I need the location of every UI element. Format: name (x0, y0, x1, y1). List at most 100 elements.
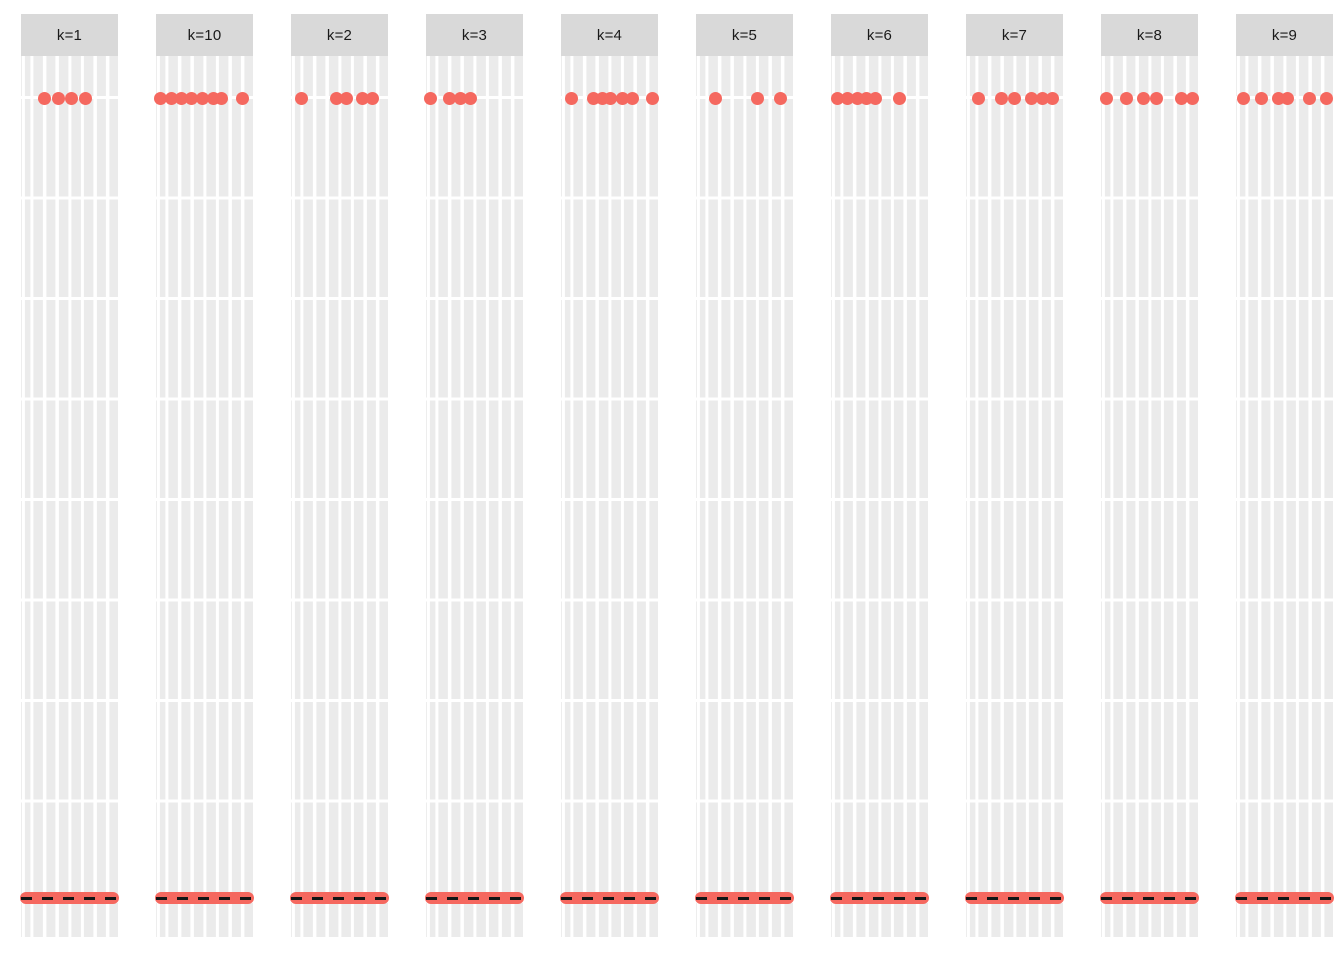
data-point (1025, 92, 1039, 105)
interval-band (290, 892, 389, 904)
facet-strip: k=8 (1101, 14, 1198, 56)
facet-strip: k=4 (561, 14, 658, 56)
facet-strip: k=7 (966, 14, 1063, 56)
facet-strip: k=2 (291, 14, 388, 56)
data-point (1007, 92, 1021, 105)
interval-band (155, 892, 254, 904)
true-value-dashed-line (291, 896, 388, 900)
data-point (185, 92, 199, 105)
facet-strip: k=5 (696, 14, 793, 56)
facet-strip-label: k=4 (596, 26, 623, 44)
data-point (65, 92, 79, 105)
facet-panel: k=5 (695, 14, 794, 937)
data-point (565, 92, 579, 105)
data-point (1100, 92, 1114, 105)
facet-strip-label: k=8 (1136, 26, 1163, 44)
facet-panel: k=6 (830, 14, 929, 937)
data-point (153, 92, 167, 105)
data-point (841, 92, 855, 105)
facet-panel: k=7 (965, 14, 1064, 937)
facet-panel: k=9 (1235, 14, 1334, 937)
panel-plot-area (1235, 56, 1334, 937)
data-point (235, 92, 249, 105)
facet-panel: k=10 (153, 14, 254, 937)
true-value-dashed-line (426, 896, 523, 900)
panel-plot-area (830, 56, 929, 937)
data-point (366, 92, 380, 105)
true-value-dashed-line (561, 896, 658, 900)
facet-strip: k=6 (831, 14, 928, 56)
true-value-dashed-line (831, 896, 928, 900)
data-point (995, 92, 1009, 105)
data-point (893, 92, 907, 105)
true-value-dashed-line (1236, 896, 1333, 900)
facet-strip: k=9 (1236, 14, 1333, 56)
data-point (164, 92, 178, 105)
data-point (625, 92, 639, 105)
data-point (1150, 92, 1164, 105)
data-point (1302, 92, 1316, 105)
data-point (443, 92, 457, 105)
data-point (175, 92, 188, 105)
facet-strip-label: k=6 (866, 26, 893, 44)
panel-plot-area (1100, 56, 1199, 937)
facet-panel: k=4 (560, 14, 659, 937)
facet-panel: k=2 (290, 14, 389, 937)
facet-strip: k=1 (21, 14, 118, 56)
facet-strip: k=3 (426, 14, 523, 56)
true-value-dashed-line (156, 896, 253, 900)
interval-band (965, 892, 1064, 904)
data-point (1036, 92, 1050, 105)
interval-band (425, 892, 524, 904)
data-point (1185, 92, 1199, 105)
data-point (1046, 92, 1060, 105)
data-point (645, 92, 659, 105)
true-value-dashed-line (1101, 896, 1198, 900)
data-point (1120, 92, 1134, 105)
data-point (708, 92, 722, 105)
data-point (1254, 92, 1268, 105)
data-point (831, 92, 845, 105)
panel-plot-area (20, 56, 119, 937)
interval-band (20, 892, 119, 904)
true-value-dashed-line (21, 896, 118, 900)
data-point (453, 92, 467, 105)
data-point (1320, 92, 1334, 105)
data-point (295, 92, 309, 105)
panel-plot-area (965, 56, 1064, 937)
facet-strip-label: k=7 (1001, 26, 1028, 44)
facet-strip-label: k=10 (187, 26, 222, 44)
data-point (604, 92, 618, 105)
facet-strip-label: k=2 (326, 26, 353, 44)
facet-strip-label: k=3 (461, 26, 488, 44)
facet-strip-label: k=5 (731, 26, 758, 44)
data-point (356, 92, 370, 105)
interval-band (1100, 892, 1199, 904)
interval-band (1235, 892, 1334, 904)
facet-panel: k=1 (20, 14, 119, 937)
data-point (773, 92, 787, 105)
facet-strip-label: k=1 (56, 26, 83, 44)
data-point (1137, 92, 1151, 105)
data-point (751, 92, 765, 105)
panel-plot-area (153, 56, 254, 937)
interval-band (560, 892, 659, 904)
interval-band (830, 892, 929, 904)
data-point (972, 92, 986, 105)
facet-panel: k=8 (1100, 14, 1199, 937)
data-point (1271, 92, 1285, 105)
facet-strip: k=10 (156, 14, 253, 56)
data-point (215, 92, 229, 105)
interval-band (695, 892, 794, 904)
data-point (195, 92, 209, 105)
data-point (51, 92, 65, 105)
facet-strip-label: k=9 (1271, 26, 1298, 44)
data-point (1175, 92, 1189, 105)
data-point (1237, 92, 1251, 105)
data-point (615, 92, 629, 105)
true-value-dashed-line (696, 896, 793, 900)
panel-plot-area (560, 56, 659, 937)
data-point (1281, 92, 1295, 105)
panel-plot-area (424, 56, 524, 937)
